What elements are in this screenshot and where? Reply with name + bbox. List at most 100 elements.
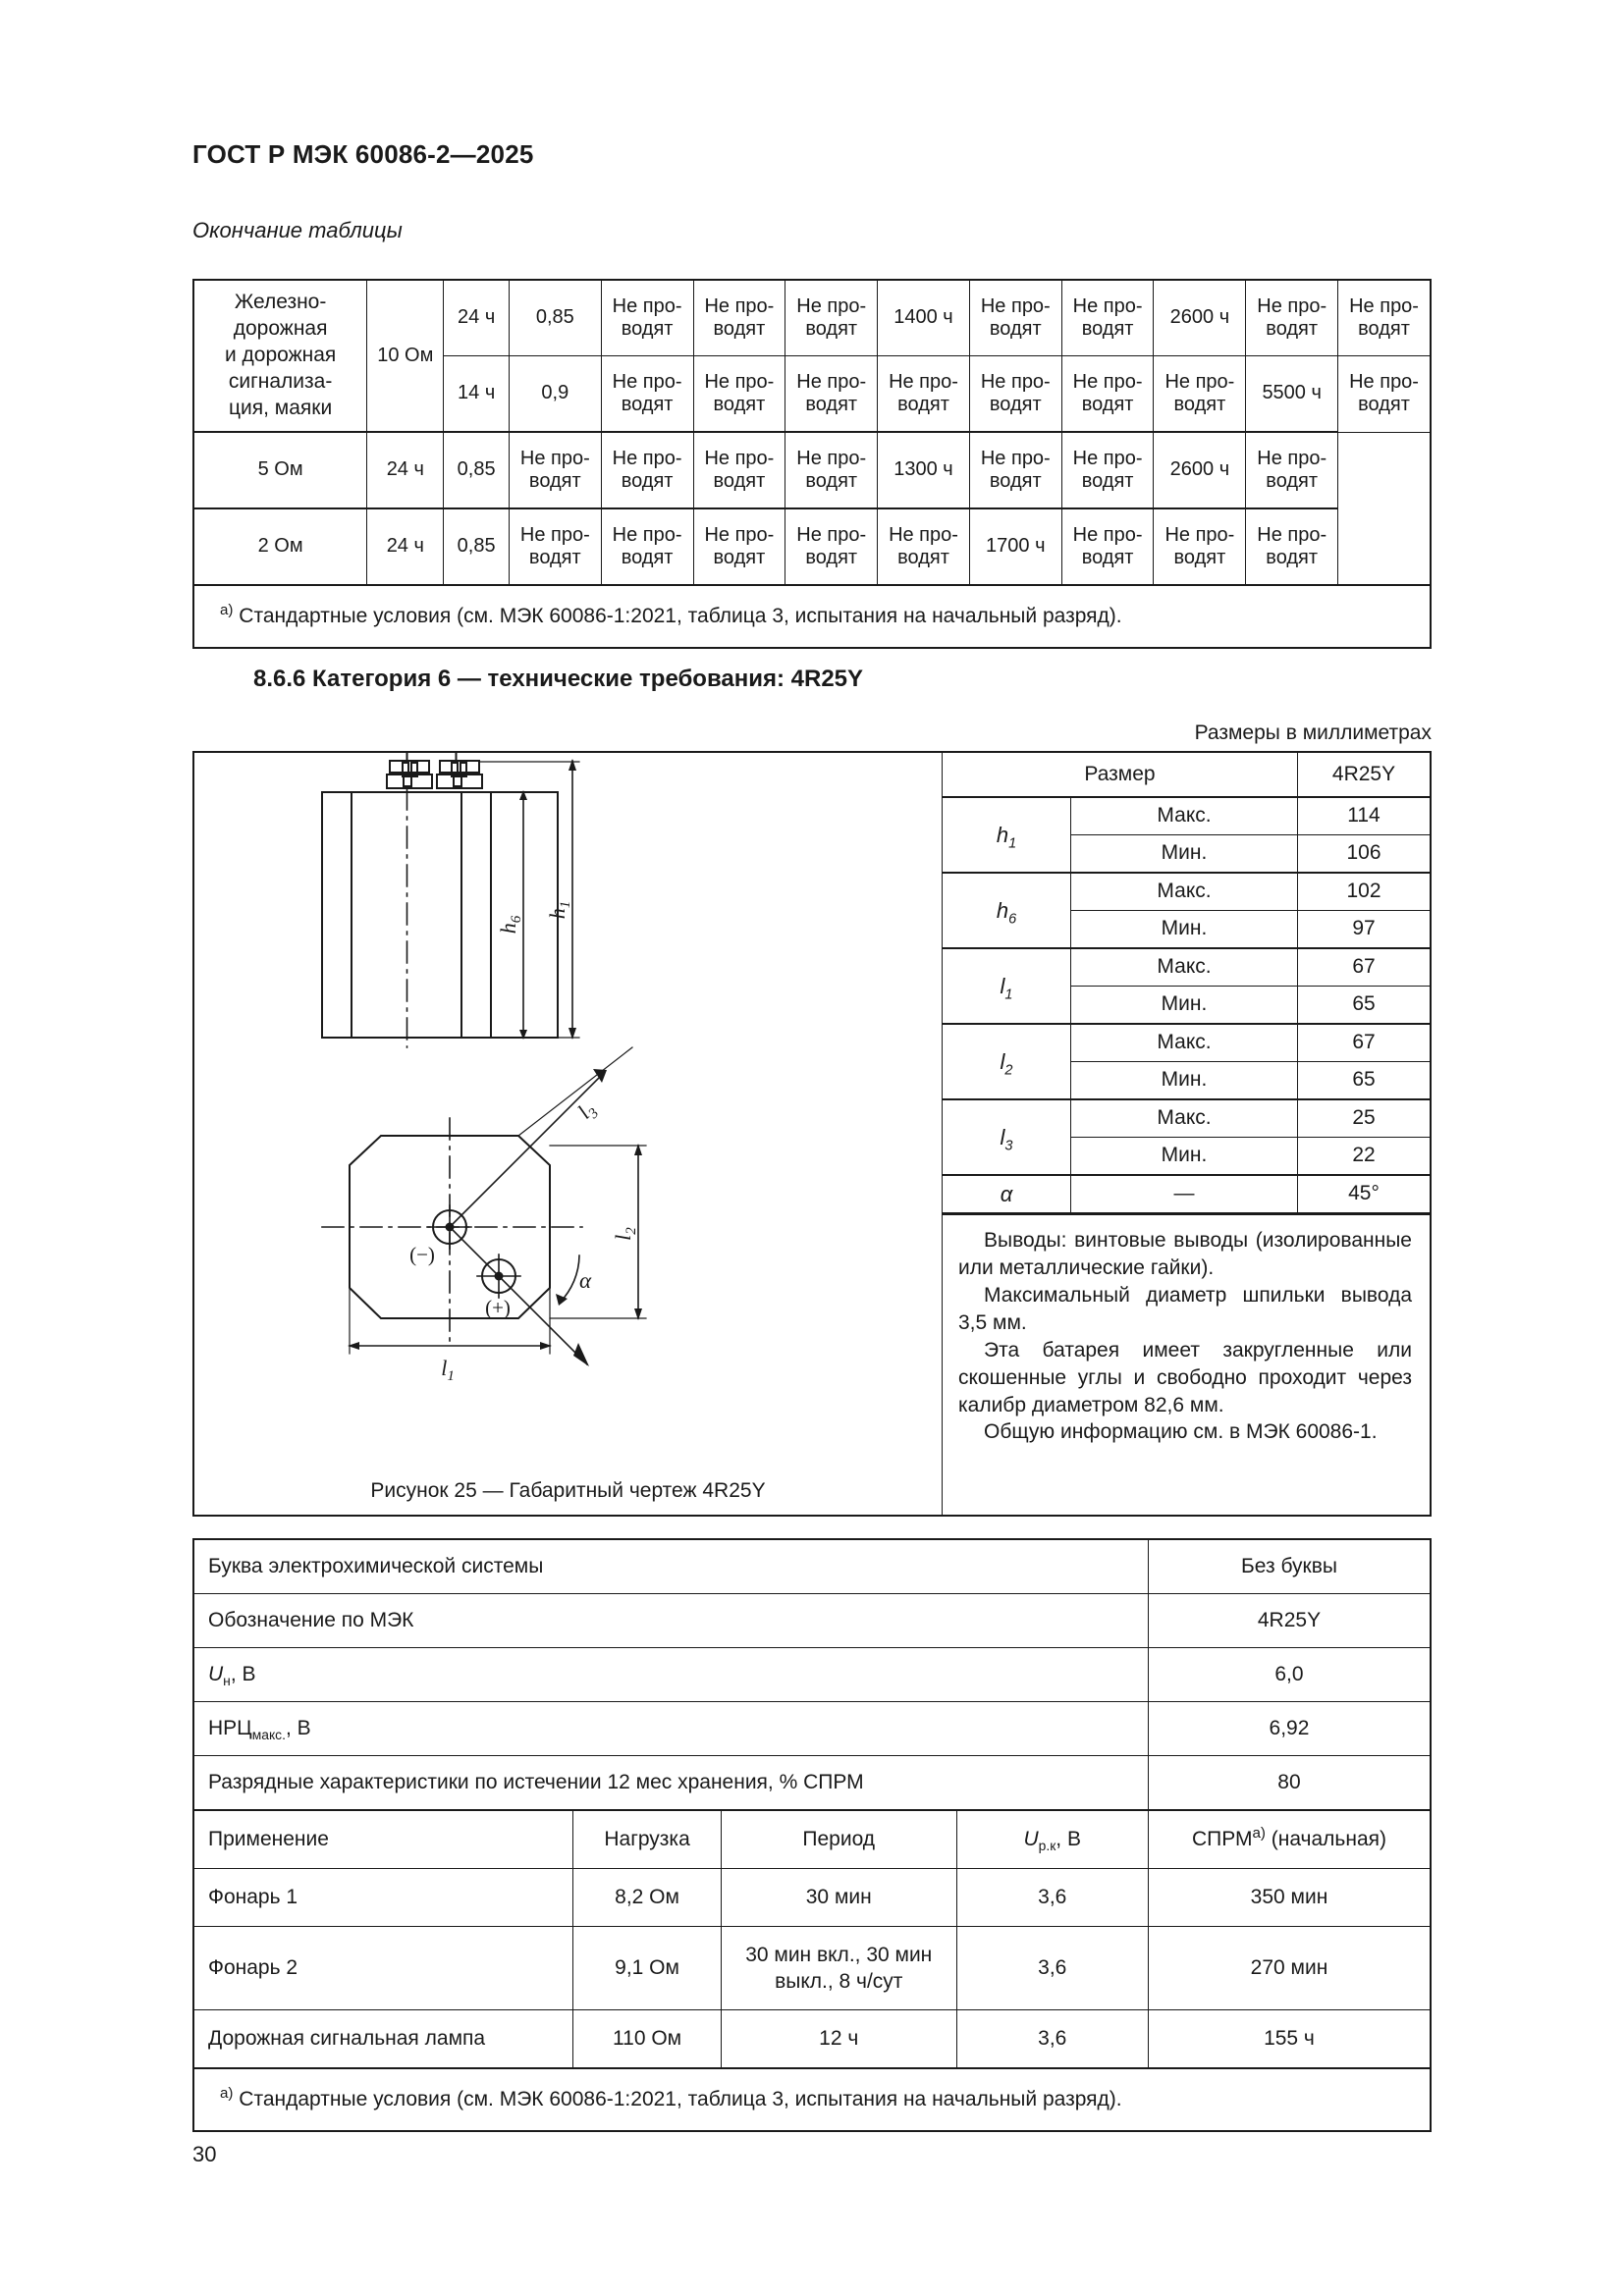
application-label-line4: сигнализа- (228, 369, 333, 393)
dimension-table: Размер 4R25Y h1 Макс. 114 Мин. 106 h6 (943, 753, 1430, 1213)
spec-label: Буква электрохимической системы (192, 1538, 1149, 1594)
voltage-cell: 0,85 (443, 431, 510, 509)
data-cell: 5500 ч (1245, 355, 1339, 433)
period-cell: 24 ч (366, 507, 445, 586)
dim-value: 25 (1297, 1098, 1430, 1138)
label-h6: h6 (496, 915, 524, 934)
dim-min-label: Мин. (1070, 834, 1298, 874)
resistance-cell: 5 Ом (192, 431, 368, 509)
data-cell: 2600 ч (1153, 431, 1247, 509)
data-cell: Не про-водят (877, 355, 970, 433)
data-cell: Не про-водят (692, 507, 786, 586)
dim-value: 45° (1297, 1174, 1430, 1213)
data-cell: Не про-водят (508, 431, 602, 509)
period-cell: 24 ч (366, 431, 445, 509)
sprm-value: 155 ч (1147, 2009, 1432, 2069)
load-value: 110 Ом (572, 2009, 722, 2069)
period-cell: 14 ч (443, 355, 510, 433)
period-value: 30 мин (720, 1868, 957, 1927)
label-l1: l1 (441, 1356, 455, 1384)
dim-max-label: Макс. (1070, 1098, 1298, 1138)
data-cell: Не про-водят (877, 507, 970, 586)
col-header-sprm: СПРМа) (начальная) (1147, 1809, 1432, 1869)
spec-value: 80 (1147, 1755, 1432, 1811)
dim-value: 65 (1297, 1061, 1430, 1100)
table-row: Фонарь 1 8,2 Ом 30 мин 3,6 350 мин (192, 1868, 1432, 1927)
figure-caption: Рисунок 25 — Габаритный чертеж 4R25Y (370, 1479, 766, 1502)
spec-label: Разрядные характеристики по истечении 12… (192, 1755, 1149, 1811)
dim-value: 97 (1297, 910, 1430, 949)
load-value: 8,2 Ом (572, 1868, 722, 1927)
dim-symbol-l1: l1 (943, 947, 1071, 1025)
data-cell: 1400 ч (877, 279, 970, 356)
spec-label-nominal-voltage: Uн, В (192, 1647, 1149, 1702)
data-cell: Не про-водят (692, 279, 786, 356)
data-cell: Не про-водят (1153, 355, 1247, 433)
spec-value: 6,0 (1147, 1647, 1432, 1702)
dim-value: 22 (1297, 1137, 1430, 1176)
table-row: h6 Макс. 102 (943, 872, 1430, 949)
load-value: 9,1 Ом (572, 1926, 722, 2010)
dim-max-label: Макс. (1070, 796, 1298, 835)
dim-symbol-h6: h6 (943, 872, 1071, 949)
label-alpha: α (579, 1268, 592, 1293)
table-row: l2 Макс. 67 (943, 1023, 1430, 1100)
document-header-title: ГОСТ Р МЭК 60086-2—2025 (192, 139, 534, 169)
dim-value: 114 (1297, 796, 1430, 835)
table-row: Буква электрохимической системы Без букв… (192, 1538, 1432, 1594)
voltage-cell: 0,9 (508, 355, 602, 433)
table-row: Мин. 65 (943, 1061, 1430, 1100)
section-heading: 8.6.6 Категория 6 — технические требован… (253, 666, 864, 692)
data-cell: Не про-водят (968, 431, 1062, 509)
spec-label-ocv-max: НРЦмакс., В (192, 1701, 1149, 1756)
data-cell: Не про-водят (1337, 279, 1432, 356)
table-row: 2 Ом 24 ч 0,85 Не про-водят Не про-водят… (192, 507, 1431, 586)
table-row: 5 Ом 24 ч 0,85 Не про-водят Не про-водят… (192, 431, 1431, 509)
dim-symbol-l3: l3 (943, 1098, 1071, 1176)
dim-header-type: 4R25Y (1297, 753, 1430, 798)
table-row: Uн, В 6,0 (192, 1647, 1432, 1702)
voltage-cell: 0,85 (443, 507, 510, 586)
data-cell: Не про-водят (785, 279, 879, 356)
note-stud-diameter: Максимальный диаметр шпильки вывода 3,5 … (958, 1283, 1412, 1334)
table-row: 14 ч 0,9 Не про-водят Не про-водят Не пр… (193, 355, 1432, 433)
label-h1: h1 (545, 901, 573, 920)
page-number: 30 (192, 2142, 217, 2166)
table-footnote-row: а) Стандартные условия (см. МЭК 60086-1:… (192, 584, 1432, 649)
dim-symbol-alpha: α (943, 1174, 1071, 1213)
application-name: Дорожная сигнальная лампа (192, 2009, 574, 2069)
data-cell: Не про-водят (1337, 355, 1432, 433)
dim-value: 67 (1297, 1023, 1430, 1062)
data-cell: Не про-водят (785, 431, 879, 509)
data-cell: 1300 ч (877, 431, 970, 509)
data-cell: Не про-водят (1245, 431, 1339, 509)
note-terminals: Выводы: винтовые выводы (изолированные и… (958, 1229, 1412, 1279)
figure-dimension-pane: Размер 4R25Y h1 Макс. 114 Мин. 106 h6 (943, 753, 1430, 1515)
data-cell: Не про-водят (968, 355, 1062, 433)
sprm-value: 270 мин (1147, 1926, 1432, 2010)
col-header-closed-circuit-voltage: Uр.к, В (955, 1809, 1149, 1869)
data-cell: Не про-водят (785, 507, 879, 586)
dim-min-label: Мин. (1070, 1137, 1298, 1176)
application-name: Фонарь 1 (192, 1868, 574, 1927)
table-row: Мин. 65 (943, 986, 1430, 1025)
table-header-row: Размер 4R25Y (943, 753, 1430, 798)
col-header-period: Период (720, 1809, 957, 1869)
dim-max-label: Макс. (1070, 872, 1298, 911)
dim-max-label: Макс. (1070, 947, 1298, 987)
spec-value: 6,92 (1147, 1701, 1432, 1756)
table-row: Мин. 22 (943, 1137, 1430, 1176)
spec-value: Без буквы (1147, 1538, 1432, 1594)
data-cell: Не про-водят (692, 431, 786, 509)
dim-symbol-l2: l2 (943, 1023, 1071, 1100)
dim-value: 102 (1297, 872, 1430, 911)
voltage-value: 3,6 (955, 1926, 1149, 2010)
dim-max-label: Макс. (1070, 1023, 1298, 1062)
data-cell: Не про-водят (600, 279, 694, 356)
table-row: НРЦмакс., В 6,92 (192, 1701, 1432, 1756)
battery-outline-drawing-4r25y: h6 h1 l3 l2 l1 α (−) (+) (321, 753, 647, 1384)
table-row: Дорожная сигнальная лампа 110 Ом 12 ч 3,… (192, 2009, 1432, 2069)
figure-notes: Выводы: винтовые выводы (изолированные и… (943, 1213, 1430, 1446)
dim-value: 106 (1297, 834, 1430, 874)
data-cell: Не про-водят (1060, 355, 1155, 433)
